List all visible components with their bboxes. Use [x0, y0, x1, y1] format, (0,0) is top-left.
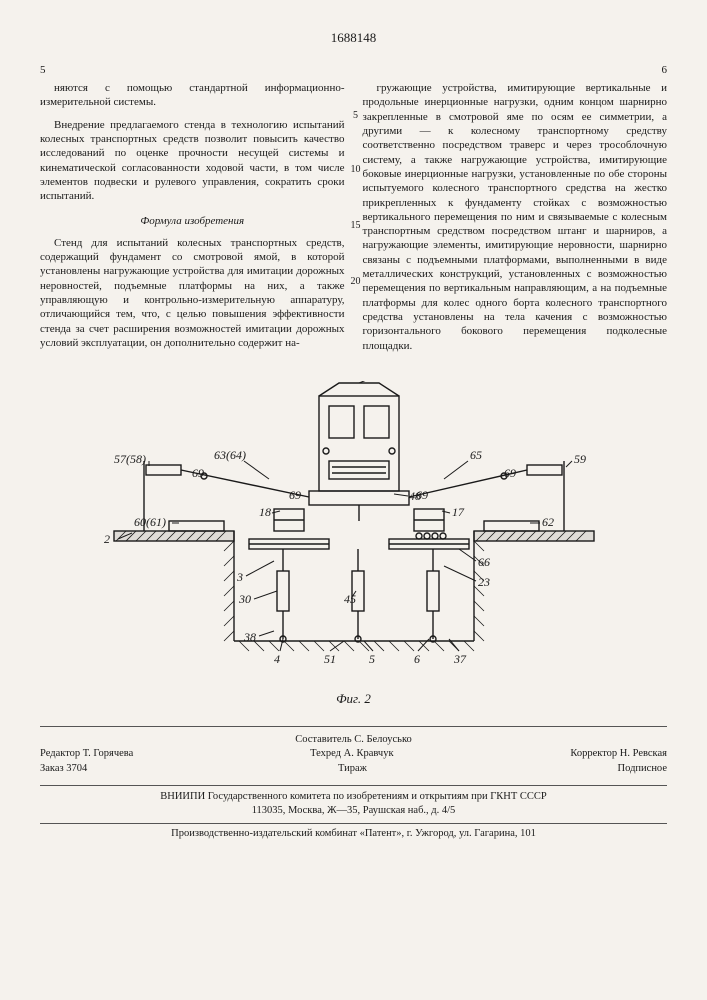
- ref-label: 59: [574, 452, 586, 466]
- col-header-left: 5: [40, 63, 345, 77]
- ref-label: 66: [478, 555, 490, 569]
- ref-label: 30: [238, 592, 251, 606]
- figure-2-diagram: 1 2 3 4 5 6 17 18 23 30 37 38 45 48 51 5…: [74, 381, 634, 681]
- compiler: Составитель С. Белоусько: [40, 733, 667, 748]
- paragraph: няются с помощью стандартной информацион…: [40, 81, 345, 110]
- line-marker: 10: [347, 163, 365, 176]
- editor: Редактор Т. Горячева: [40, 747, 133, 762]
- patent-number: 1688148: [40, 30, 667, 47]
- ref-label: 69: [192, 466, 204, 480]
- paragraph: Стенд для испытаний колесных транспортны…: [40, 236, 345, 350]
- two-column-body: 5 няются с помощью стандартной информаци…: [40, 63, 667, 361]
- line-marker: 15: [347, 219, 365, 232]
- formula-heading: Формула изобретения: [40, 214, 345, 228]
- ref-label: 62: [542, 515, 554, 529]
- order-number: Заказ 3704: [40, 762, 87, 777]
- ref-label: 65: [470, 448, 482, 462]
- col-header-right: 6: [363, 63, 668, 77]
- addr-line-1: 113035, Москва, Ж—35, Раушская наб., д. …: [40, 804, 667, 819]
- ref-label: 18: [259, 505, 271, 519]
- ref-label: 23: [478, 575, 490, 589]
- corrector: Корректор Н. Ревская: [570, 747, 667, 762]
- subscription: Подписное: [618, 762, 667, 777]
- ref-label: 60(61): [134, 515, 166, 529]
- ref-label: 69: [289, 488, 301, 502]
- paragraph: гружающие устройства, имитирующие вертик…: [363, 81, 668, 353]
- figure-caption: Фиг. 2: [40, 691, 667, 708]
- ref-label: 2: [104, 532, 110, 546]
- left-column: 5 няются с помощью стандартной информаци…: [40, 63, 345, 361]
- ref-label: 17: [452, 505, 465, 519]
- ref-label: 5: [369, 652, 375, 666]
- org-line-2: Производственно-издательский комбинат «П…: [40, 823, 667, 842]
- line-marker: 5: [347, 109, 365, 122]
- col-num-left: 5: [40, 63, 46, 77]
- ref-label: 63(64): [214, 448, 246, 462]
- tirage: Тираж: [338, 762, 367, 777]
- ref-label: 51: [324, 652, 336, 666]
- ref-label: 4: [274, 652, 280, 666]
- paragraph: Внедрение предлагаемого стенда в техноло…: [40, 118, 345, 204]
- ref-label: 69: [504, 466, 516, 480]
- ref-label: 6: [414, 652, 420, 666]
- ref-label: 37: [453, 652, 467, 666]
- ref-label: 3: [236, 570, 243, 584]
- ref-label: 69: [416, 488, 428, 502]
- techred: Техред А. Кравчук: [310, 747, 393, 762]
- col-num-right: 6: [662, 63, 668, 77]
- ref-label: 38: [243, 630, 256, 644]
- line-marker: 20: [347, 275, 365, 288]
- right-column: 6 5 10 15 20 гружающие устройства, имити…: [363, 63, 668, 361]
- credits-block: Составитель С. Белоусько Редактор Т. Гор…: [40, 726, 667, 842]
- org-line-1: ВНИИПИ Государственного комитета по изоб…: [40, 790, 667, 805]
- ref-label: 57(58): [114, 452, 146, 466]
